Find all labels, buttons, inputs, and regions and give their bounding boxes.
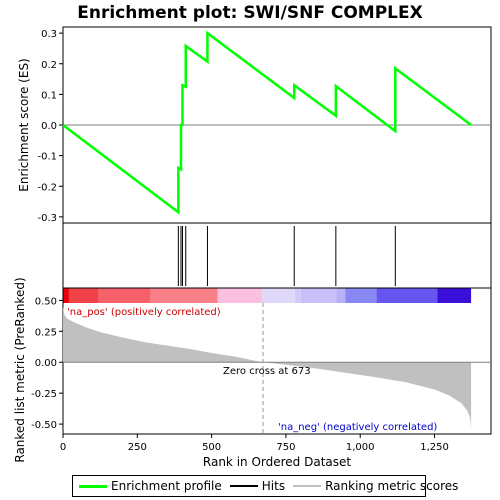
legend-item-hits: Hits (229, 479, 286, 493)
colorbar-segment (68, 288, 99, 303)
es-y-tick-label: -0.2 (37, 182, 57, 193)
colorbar-segment (336, 288, 346, 303)
legend-label: Ranking metric scores (325, 479, 459, 493)
colorbar-segment (262, 288, 295, 303)
colorbar-segment (150, 288, 218, 303)
x-tick-label: 750 (276, 442, 295, 453)
x-tick-label: 1,250 (420, 442, 449, 453)
negative-correlation-label: 'na_neg' (negatively correlated) (278, 422, 437, 433)
x-tick-label: 500 (202, 442, 221, 453)
positive-correlation-label: 'na_pos' (positively correlated) (67, 307, 221, 318)
es-y-tick-label: 0.2 (41, 60, 57, 71)
x-tick-label: 0 (60, 442, 66, 453)
legend-label: Hits (261, 479, 286, 493)
es-y-tick-label: 0.1 (41, 90, 57, 101)
hits-markers (177, 226, 396, 286)
metric-y-tick-label: -0.50 (31, 420, 57, 431)
x-axis-label: Rank in Ordered Dataset (203, 455, 351, 469)
metric-y-tick-label: 0.25 (35, 327, 57, 338)
x-tick-label: 250 (128, 442, 147, 453)
zero-cross-label: Zero cross at 673 (223, 366, 311, 377)
metric-y-tick-label: 0.50 (35, 296, 57, 307)
colorbar-segment (63, 288, 69, 303)
chart-title: Enrichment plot: SWI/SNF COMPLEX (77, 3, 422, 23)
metric-y-tick-label: 0.00 (35, 358, 57, 369)
legend: Enrichment profile Hits Ranking metric s… (72, 475, 458, 497)
legend-item-metric: Ranking metric scores (293, 479, 458, 493)
legend-swatch (229, 485, 258, 487)
legend-label: Enrichment profile (111, 479, 222, 493)
metric-y-tick-label: -0.25 (31, 389, 57, 400)
metric-y-axis: -0.50 -0.25 0.00 0.25 0.50 (31, 296, 63, 431)
x-axis: 0 250 500 750 1,000 1,250 (60, 434, 449, 453)
es-y-tick-label: 0.0 (41, 121, 57, 132)
colorbar-segment (98, 288, 151, 303)
es-y-axis: -0.3 -0.2 -0.1 0.0 0.1 0.2 0.3 (37, 29, 63, 224)
colorbar-segment (217, 288, 263, 303)
colorbar-segment (300, 288, 337, 303)
metric-y-label: Ranked list metric (PreRanked) (13, 277, 27, 462)
es-y-label: Enrichment score (ES) (17, 58, 31, 191)
colorbar-segment (345, 288, 377, 303)
legend-swatch (79, 484, 107, 488)
colorbar-segment (437, 288, 472, 303)
colorbar-segment (376, 288, 438, 303)
enrichment-profile-line (62, 30, 472, 215)
rank-colorbar (63, 288, 472, 303)
hits-panel-frame (62, 222, 492, 289)
legend-swatch (293, 485, 322, 487)
es-y-tick-label: 0.3 (41, 29, 57, 40)
es-y-tick-label: -0.3 (37, 213, 57, 224)
colorbar-segment (294, 288, 301, 303)
es-y-tick-label: -0.1 (37, 152, 57, 163)
legend-item-enrichment: Enrichment profile (79, 479, 222, 493)
x-tick-label: 1,000 (346, 442, 375, 453)
ranking-metric-area (63, 306, 472, 431)
